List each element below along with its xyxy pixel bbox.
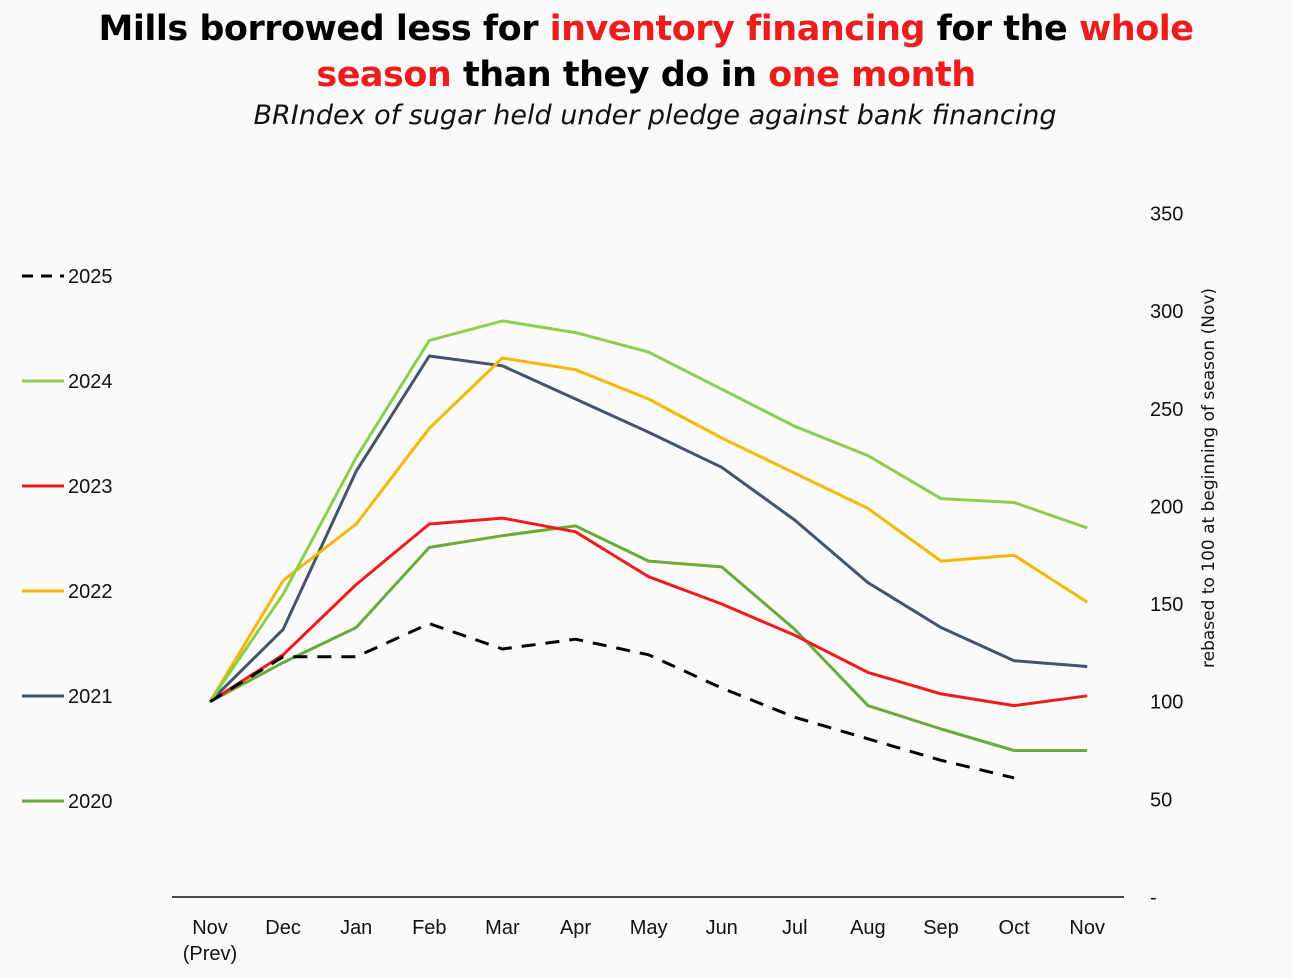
series-line-2023: [209, 516, 1088, 708]
legend-label-2020: 2020: [68, 791, 113, 813]
title-text-3: than they do in: [451, 55, 769, 95]
title-highlight-1: inventory financing: [549, 9, 926, 49]
x-tick-label: Nov: [1069, 917, 1105, 939]
y-tick-label: 100: [1150, 692, 1183, 714]
y-tick-label: 300: [1150, 301, 1183, 323]
x-tick-label: Apr: [560, 917, 591, 939]
legend-label-2023: 2023: [68, 476, 113, 498]
legend-label-2024: 2024: [68, 371, 113, 393]
legend-label-2022: 2022: [68, 581, 113, 603]
y-axis-title: rebased to 100 at beginning of season (N…: [1199, 288, 1219, 668]
y-tick-label: 250: [1150, 399, 1183, 421]
y-tick-label: -: [1150, 887, 1157, 909]
chart-subtitle: BRIndex of sugar held under pledge again…: [253, 100, 1057, 131]
x-tick-label: Mar: [485, 917, 520, 939]
x-tick-label: Aug: [850, 917, 886, 939]
x-tick-label: Sep: [923, 917, 959, 939]
series-line-2024: [208, 319, 1088, 703]
x-tick-label: Feb: [412, 917, 446, 939]
title-highlight-4: one month: [768, 55, 976, 95]
chart-title: Mills borrowed less for inventory financ…: [0, 6, 1292, 98]
y-tick-label: 350: [1150, 203, 1183, 225]
title-line-1: Mills borrowed less for inventory financ…: [0, 6, 1292, 52]
y-tick-label: 200: [1150, 496, 1183, 518]
title-text-2: for the: [924, 9, 1079, 49]
title-highlight-3: season: [316, 55, 452, 95]
title-line-2: season than they do in one month: [0, 52, 1292, 98]
title-highlight-2: whole: [1078, 9, 1194, 49]
y-tick-label: 150: [1150, 594, 1183, 616]
legend-label-2025: 2025: [68, 266, 113, 288]
x-tick-label: Nov (Prev): [183, 917, 237, 965]
legend-label-2021: 2021: [68, 686, 113, 708]
x-tick-label: May: [630, 917, 668, 939]
series-line-2022: [208, 356, 1089, 703]
x-tick-label: Jun: [706, 917, 738, 939]
series-line-2021: [208, 354, 1088, 703]
x-tick-label: Jul: [782, 917, 808, 939]
title-text-1: Mills borrowed less for: [98, 9, 550, 49]
series-line-2020: [209, 524, 1088, 752]
y-tick-label: 50: [1150, 789, 1172, 811]
x-tick-label: Jan: [340, 917, 372, 939]
series-line-2025: [209, 622, 1015, 780]
x-tick-label: Dec: [265, 917, 301, 939]
x-tick-label: Oct: [999, 917, 1031, 939]
